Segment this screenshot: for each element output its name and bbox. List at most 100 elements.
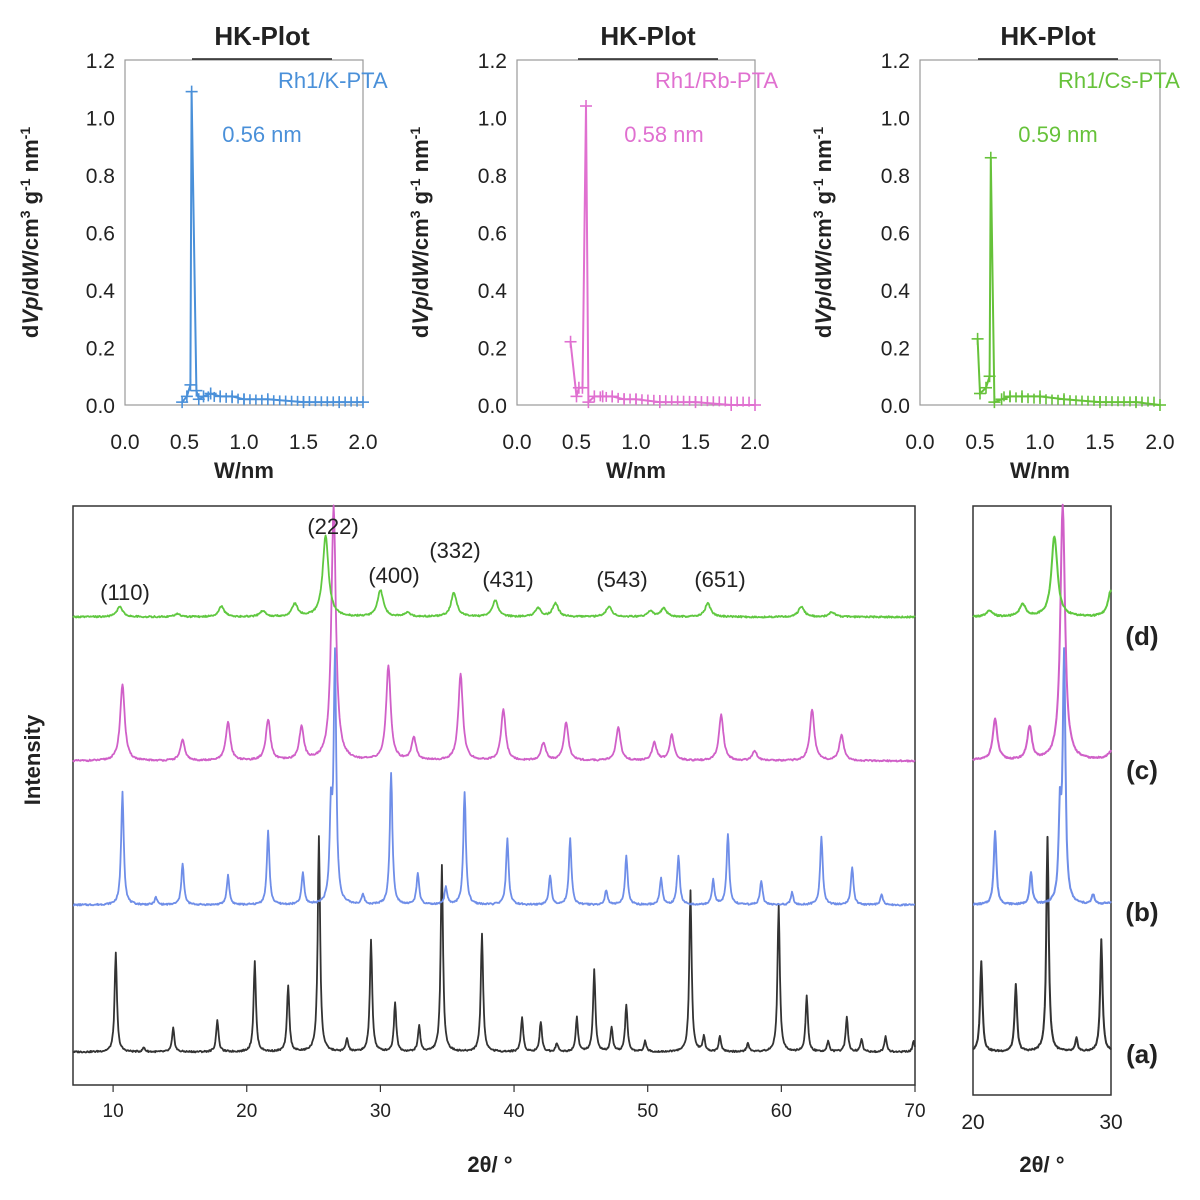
series-line	[569, 105, 755, 406]
y-axis-label-part: d	[811, 325, 836, 338]
series-name-label: Rh1/Cs-PTA	[1058, 68, 1180, 93]
xrd-trace-b	[72, 647, 916, 907]
x-axis-label: 2θ/ °	[1019, 1152, 1064, 1177]
xrd-main-panel: 10 20 30 40 50 60 70 2θ/ ° Intensity (110) (222) (4…	[20, 504, 1159, 1177]
y-axis-label-part: Vp	[811, 297, 836, 325]
y-axis-label-part: -1	[407, 178, 423, 191]
x-tick-label: 0.5	[170, 431, 199, 454]
y-tick-label: 0.8	[881, 165, 910, 188]
x-axis-label: W/nm	[606, 458, 666, 483]
x-tick-label: 0.0	[110, 431, 139, 454]
y-axis-label-part: g	[811, 191, 836, 211]
y-axis-label-part: nm	[408, 139, 433, 178]
series-markers	[176, 85, 369, 409]
y-tick-label: 0.4	[478, 280, 508, 303]
hk-plot-panels: HK-Plot 0.0 0.2 0.4 0.6 0.8 1.0 1.2 0.0 0.5 1.0 1.5…	[17, 21, 1180, 483]
y-tick-label: 0.2	[881, 338, 910, 361]
y-axis-label-part: /cm	[811, 218, 836, 256]
series-label: (a)	[1126, 1039, 1158, 1069]
plot-title: HK-Plot	[214, 21, 310, 51]
y-axis-label-part: W	[18, 254, 43, 277]
x-tick-label: 2.0	[740, 431, 769, 454]
y-axis-label-part: /cm	[408, 218, 433, 256]
series-label: (b)	[1125, 897, 1158, 927]
y-axis-label-part: -1	[810, 178, 826, 191]
hk-plot-3: HK-Plot 0.0 0.2 0.4 0.6 0.8 1.0 1.2 0.0 0.5 1.0 1.5…	[810, 21, 1180, 483]
peak-annotation: 0.59 nm	[1018, 122, 1098, 147]
x-tick-label: 1.0	[621, 431, 650, 454]
y-tick-label: 1.0	[881, 108, 910, 131]
hk-plot-2: HK-Plot 0.0 0.2 0.4 0.6 0.8 1.0 1.2 0.0 0.5 1.0 1.5…	[407, 21, 778, 483]
plot-frame	[72, 505, 916, 1086]
series-label: (d)	[1125, 621, 1158, 651]
y-axis-label-part: W	[408, 254, 433, 277]
x-tick-label: 50	[637, 1101, 658, 1122]
x-tick-label: 30	[1099, 1111, 1122, 1134]
x-tick-label: 40	[503, 1101, 524, 1122]
y-axis-label: dVp/dW/cm3 g-1 nm-1	[17, 127, 43, 338]
x-axis-label: W/nm	[1010, 458, 1070, 483]
series-name-label: Rh1/Rb-PTA	[655, 68, 778, 93]
hkl-label: (400)	[368, 563, 419, 588]
y-axis-label-part: g	[408, 191, 433, 211]
y-axis-label-part: 3	[810, 210, 826, 218]
y-tick-label: 0.8	[478, 165, 507, 188]
zoom-trace-b	[972, 647, 1112, 906]
peak-annotation: 0.56 nm	[222, 122, 302, 147]
peak-annotation: 0.58 nm	[624, 122, 704, 147]
y-tick-label: 0.8	[86, 165, 115, 188]
y-tick-label: 1.2	[881, 50, 910, 73]
x-tick-label: 1.0	[1025, 431, 1054, 454]
y-axis-label-part: nm	[811, 139, 836, 178]
y-axis-label: dVp/dW/cm3 g-1 nm-1	[407, 127, 433, 338]
y-axis-label-part: W	[811, 254, 836, 277]
y-tick-label: 0.6	[881, 223, 910, 246]
y-tick-label: 0.6	[478, 223, 507, 246]
x-tick-label: 20	[961, 1111, 984, 1134]
x-tick-label: 70	[904, 1101, 925, 1122]
zoom-trace-c	[972, 503, 1112, 761]
y-tick-label: 0.2	[478, 338, 507, 361]
y-tick-label: 1.2	[86, 50, 115, 73]
y-axis-label-part: Vp	[408, 297, 433, 325]
x-tick-label: 20	[236, 1101, 257, 1122]
hkl-label: (431)	[482, 567, 533, 592]
y-axis-label-part: /d	[811, 277, 836, 297]
hkl-label: (543)	[596, 567, 647, 592]
y-axis-label-part: /cm	[18, 218, 43, 256]
y-axis-label-part: 3	[17, 210, 33, 218]
hk-plot-1: HK-Plot 0.0 0.2 0.4 0.6 0.8 1.0 1.2 0.0 0.5 1.0 1.5…	[17, 21, 388, 483]
y-tick-label: 1.0	[86, 108, 115, 131]
y-axis-label-part: 3	[407, 210, 423, 218]
x-tick-label: 0.0	[905, 431, 934, 454]
x-tick-label: 60	[771, 1101, 792, 1122]
xrd-trace-a	[72, 835, 916, 1054]
y-tick-label: 0.0	[478, 395, 507, 418]
y-axis-label-part: /d	[18, 277, 43, 297]
hkl-label: (222)	[307, 514, 358, 539]
y-axis-label-part: -1	[17, 178, 33, 191]
y-tick-label: 1.0	[478, 108, 507, 131]
plot-frame	[124, 59, 364, 406]
series-name-label: Rh1/K-PTA	[278, 68, 388, 93]
y-axis-label: dVp/dW/cm3 g-1 nm-1	[810, 127, 836, 338]
plot-title: HK-Plot	[1000, 21, 1096, 51]
x-tick-label: 2.0	[1145, 431, 1174, 454]
series-line	[976, 157, 1161, 406]
plot-frame	[972, 505, 1112, 1096]
x-axis-label: 2θ/ °	[467, 1152, 512, 1177]
x-tick-label: 1.5	[1085, 431, 1114, 454]
x-tick-label: 0.0	[502, 431, 531, 454]
y-axis-label-part: -1	[407, 127, 423, 140]
xrd-zoom-panel: 20 30 2θ/ °	[961, 503, 1123, 1177]
plot-title: HK-Plot	[600, 21, 696, 51]
hkl-label: (332)	[429, 538, 480, 563]
series-markers	[971, 151, 1166, 411]
hkl-label: (110)	[100, 580, 150, 605]
x-tick-label: 0.5	[562, 431, 591, 454]
y-tick-label: 1.2	[478, 50, 507, 73]
xrd-trace-d	[72, 534, 916, 619]
y-axis-label-part: d	[18, 325, 43, 338]
zoom-trace-d	[972, 535, 1112, 618]
